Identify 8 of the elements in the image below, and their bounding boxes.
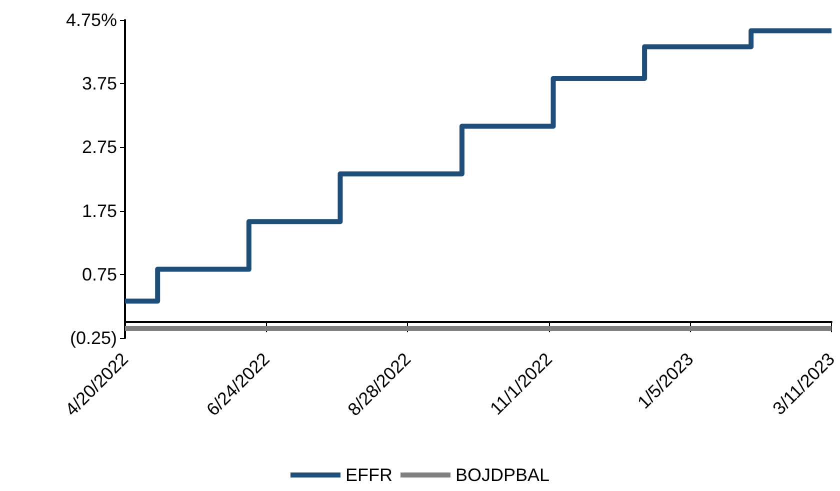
- y-tick-label: (0.25): [70, 328, 117, 348]
- y-tick-label: 0.75: [82, 264, 117, 284]
- y-tick-label: 3.75: [82, 74, 117, 94]
- y-tick-label: 2.75: [82, 137, 117, 158]
- y-tick-label: 1.75: [82, 200, 117, 221]
- legend-label: EFFR: [345, 465, 392, 485]
- legend-label: BOJDPBAL: [455, 465, 550, 485]
- y-tick-label: 4.75%: [66, 10, 117, 30]
